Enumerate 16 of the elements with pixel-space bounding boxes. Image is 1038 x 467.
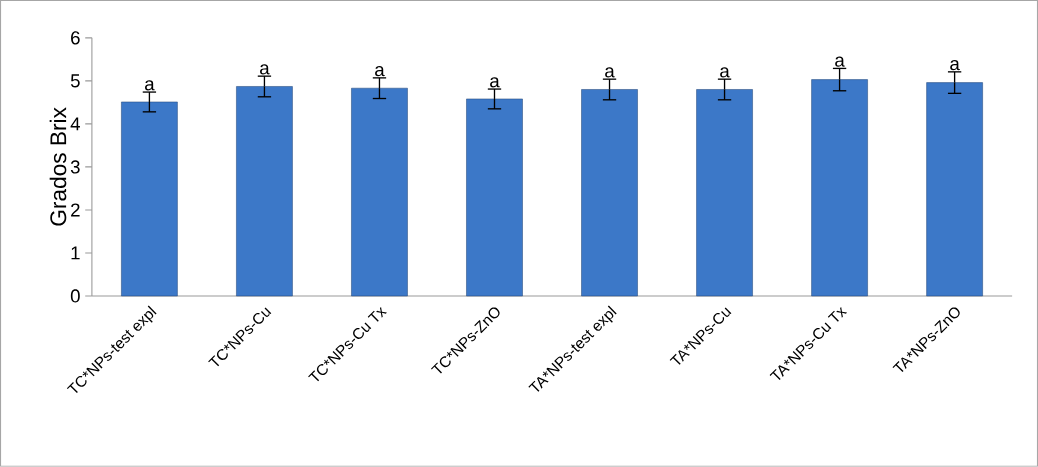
y-tick-label: 4 — [70, 117, 80, 131]
y-tick-label: 5 — [70, 74, 80, 88]
annotation: a — [835, 56, 845, 67]
annotation: a — [490, 77, 500, 88]
annotation: a — [720, 67, 730, 78]
y-tick-label: 6 — [71, 31, 80, 45]
y-tick-label: 2 — [71, 203, 80, 217]
y-tick-label: 1 — [71, 246, 80, 260]
annotation: a — [145, 80, 155, 91]
annotation: a — [950, 60, 960, 71]
annotation: a — [375, 66, 385, 77]
annotation: a — [605, 67, 615, 78]
annotation: a — [260, 64, 270, 75]
y-axis-title: Grados Brix — [49, 107, 67, 226]
y-tick-label: 3 — [70, 160, 80, 174]
y-tick-label: 0 — [70, 289, 80, 303]
